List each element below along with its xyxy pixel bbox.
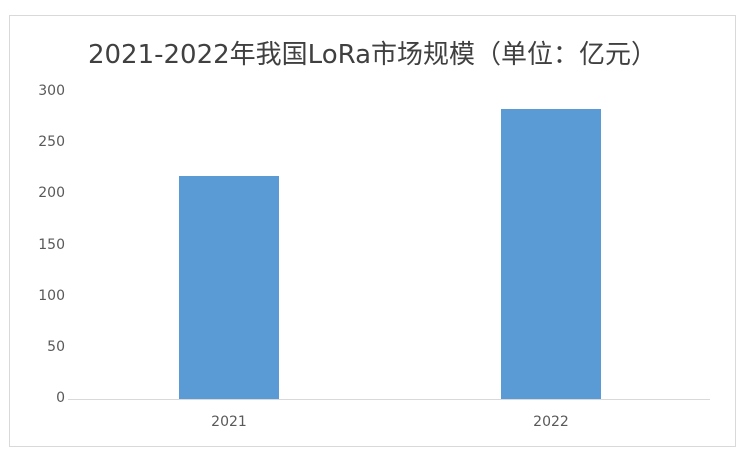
x-tick-label: 2022: [533, 414, 569, 430]
y-tick-label: 50: [47, 338, 65, 355]
chart-title: 2021-2022年我国LoRa市场规模（单位：亿元）: [87, 40, 658, 70]
y-tick-label: 300: [38, 83, 65, 99]
y-tick-label: 250: [38, 134, 65, 151]
chart-frame: 2021-2022年我国LoRa市场规模（单位：亿元） 0 50 100 150 200…: [9, 15, 736, 447]
x-axis-line: [68, 399, 710, 400]
y-tick-label: 150: [38, 236, 65, 253]
bar-2022: [501, 109, 601, 399]
y-tick-label: 200: [38, 185, 65, 202]
bar-2021: [179, 175, 279, 399]
y-tick-label: 100: [38, 287, 65, 304]
y-tick-label: 0: [56, 390, 65, 406]
x-tick-label: 2021: [211, 414, 247, 430]
